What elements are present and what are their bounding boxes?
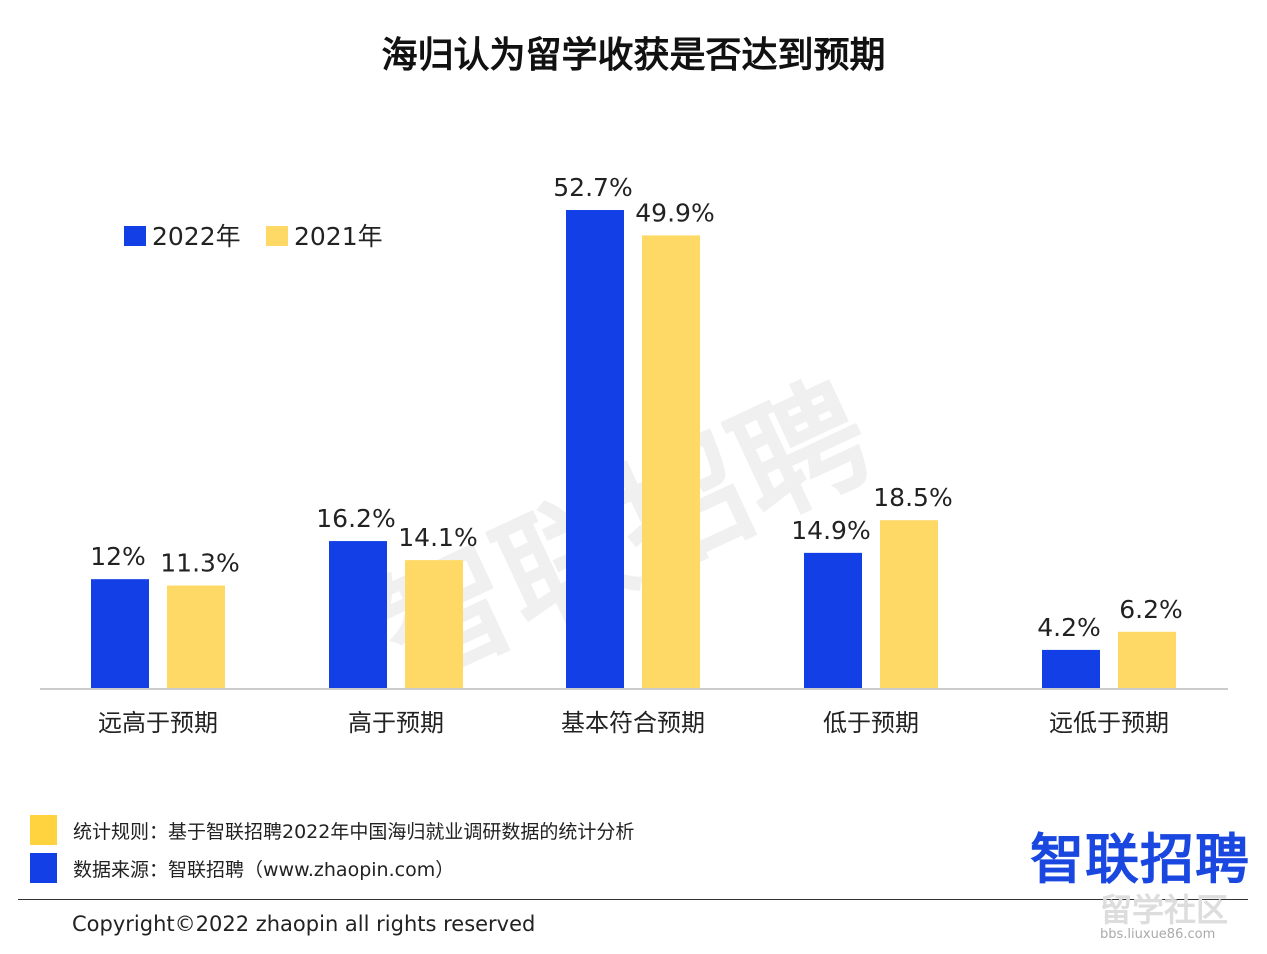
note-text: 统计规则：基于智联招聘2022年中国海归就业调研数据的统计分析 <box>73 820 635 843</box>
x-tick-label: 基本符合预期 <box>561 709 705 737</box>
note-swatch-blue <box>30 853 57 883</box>
note-swatch-yellow <box>30 815 57 845</box>
bar-2022 <box>566 210 624 689</box>
stamp-sub: bbs.liuxue86.com <box>1100 927 1216 942</box>
note-data-source: 数据来源：智联招聘（www.zhaopin.com） <box>30 853 454 883</box>
x-tick-label: 高于预期 <box>348 709 444 737</box>
bar-2021 <box>167 585 225 688</box>
stamp-main: 留学社区 <box>1100 891 1229 929</box>
data-label: 14.1% <box>398 523 477 552</box>
data-label: 6.2% <box>1119 595 1183 624</box>
data-label: 18.5% <box>873 483 952 512</box>
data-label: 4.2% <box>1037 613 1101 642</box>
data-label: 12% <box>90 542 146 571</box>
x-tick-label: 远高于预期 <box>98 709 218 737</box>
bar-2021 <box>642 235 700 689</box>
legend-swatch <box>266 226 288 246</box>
copyright: Copyright©2022 zhaopin all rights reserv… <box>72 912 536 936</box>
bar-2021 <box>880 520 938 688</box>
x-tick-label: 远低于预期 <box>1049 709 1169 737</box>
bar-2022 <box>804 552 862 688</box>
bar-2022 <box>91 579 149 688</box>
data-label: 14.9% <box>791 516 870 545</box>
x-tick-label: 低于预期 <box>823 709 919 737</box>
legend-label: 2022年 <box>152 222 241 251</box>
site-stamp: 留学社区 bbs.liuxue86.com <box>1100 885 1228 942</box>
note-text: 数据来源：智联招聘（www.zhaopin.com） <box>73 858 455 881</box>
bar-2021 <box>405 560 463 688</box>
zhaopin-logo: 智联招聘 <box>1030 828 1250 891</box>
bar-2021 <box>1118 631 1176 688</box>
data-label: 49.9% <box>635 198 714 227</box>
bar-2022 <box>1042 649 1100 688</box>
data-label: 11.3% <box>160 549 239 578</box>
chart-title: 海归认为留学收获是否达到预期 <box>381 35 886 76</box>
legend-swatch <box>124 226 146 246</box>
bar-2022 <box>329 541 387 688</box>
data-label: 16.2% <box>316 504 395 533</box>
footer-divider <box>18 899 1248 900</box>
legend-label: 2021年 <box>294 222 383 251</box>
data-label: 52.7% <box>553 173 632 202</box>
note-stat-rule: 统计规则：基于智联招聘2022年中国海归就业调研数据的统计分析 <box>30 815 634 845</box>
